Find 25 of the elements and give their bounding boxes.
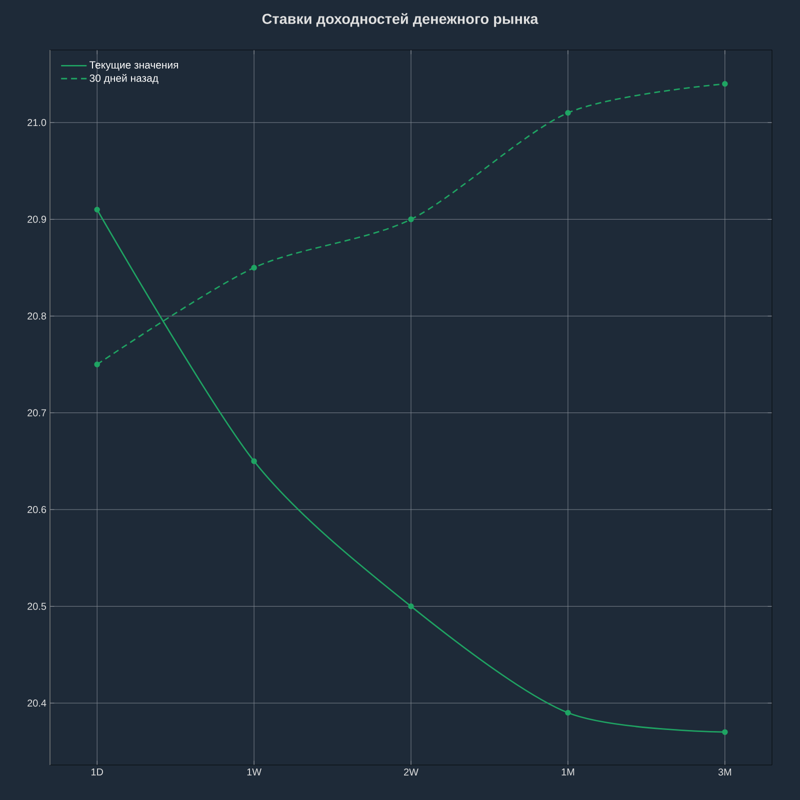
y-tick-label: 20.9 <box>28 216 46 223</box>
point <box>565 710 571 716</box>
y-tick-label: 20.6 <box>28 506 46 514</box>
point <box>722 80 728 87</box>
x-tick-label: 1M <box>562 768 574 776</box>
point <box>408 603 414 610</box>
y-tick-label: 20.7 <box>28 409 46 416</box>
point <box>251 264 257 271</box>
chart-title: Ставки доходностей денежного рынка <box>262 13 538 27</box>
y-tick-label: 20.4 <box>28 700 46 707</box>
legend-label: 30 дней назад <box>90 74 158 84</box>
point <box>408 216 414 222</box>
y-tick-label: 20.8 <box>28 312 46 320</box>
y-tick-label: 20.5 <box>28 602 46 610</box>
point <box>251 458 257 464</box>
point <box>94 362 100 368</box>
x-tick-label: 1W <box>247 768 262 776</box>
point <box>722 729 728 735</box>
x-tick-label: 2W <box>404 768 418 776</box>
point <box>94 206 100 213</box>
point <box>565 110 571 116</box>
y-tick-label: 21.0 <box>28 119 46 126</box>
x-tick-label: 1D <box>91 768 103 776</box>
x-tick-label: 3M <box>718 768 732 776</box>
legend-label: Текущие значения <box>90 61 178 71</box>
